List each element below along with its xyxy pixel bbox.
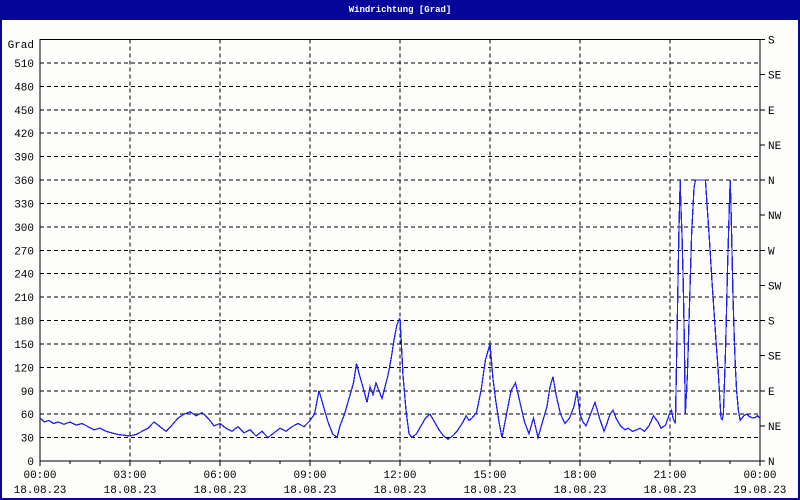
svg-text:09:00: 09:00 [293,470,326,482]
svg-text:NE: NE [768,141,782,153]
svg-text:18.08.23: 18.08.23 [14,485,67,497]
svg-text:15:00: 15:00 [473,470,506,482]
svg-text:18.08.23: 18.08.23 [284,485,337,497]
svg-text:Grad: Grad [8,40,34,52]
svg-text:SE: SE [768,71,782,83]
svg-text:480: 480 [14,82,34,94]
svg-text:390: 390 [14,153,34,165]
svg-text:E: E [768,106,775,118]
svg-text:19.08.23: 19.08.23 [734,485,787,497]
svg-text:NW: NW [768,211,782,223]
svg-text:30: 30 [21,434,34,446]
svg-text:450: 450 [14,106,34,118]
svg-text:330: 330 [14,199,34,211]
svg-text:240: 240 [14,270,34,282]
svg-text:150: 150 [14,340,34,352]
svg-text:180: 180 [14,317,34,329]
svg-text:18:00: 18:00 [563,470,596,482]
svg-text:18.08.23: 18.08.23 [644,485,697,497]
svg-text:SE: SE [768,352,782,364]
svg-text:SW: SW [768,281,782,293]
svg-text:00:00: 00:00 [743,470,776,482]
svg-text:360: 360 [14,176,34,188]
svg-text:60: 60 [21,410,34,422]
svg-text:90: 90 [21,387,34,399]
svg-text:210: 210 [14,293,34,305]
svg-text:NE: NE [768,422,782,434]
svg-text:03:00: 03:00 [113,470,146,482]
svg-text:W: W [768,246,775,258]
svg-text:00:00: 00:00 [23,470,56,482]
svg-text:E: E [768,387,775,399]
svg-text:18.08.23: 18.08.23 [554,485,607,497]
svg-text:N: N [768,176,775,188]
svg-text:510: 510 [14,59,34,71]
svg-text:270: 270 [14,246,34,258]
svg-text:120: 120 [14,363,34,375]
svg-text:18.08.23: 18.08.23 [104,485,157,497]
svg-text:06:00: 06:00 [203,470,236,482]
svg-text:18.08.23: 18.08.23 [374,485,427,497]
svg-text:18.08.23: 18.08.23 [464,485,517,497]
svg-text:S: S [768,317,775,329]
svg-text:S: S [768,36,775,48]
svg-text:12:00: 12:00 [383,470,416,482]
svg-text:18.08.23: 18.08.23 [194,485,247,497]
svg-text:21:00: 21:00 [653,470,686,482]
svg-text:420: 420 [14,129,34,141]
svg-text:300: 300 [14,223,34,235]
svg-text:0: 0 [27,457,34,469]
svg-text:N: N [768,457,775,469]
